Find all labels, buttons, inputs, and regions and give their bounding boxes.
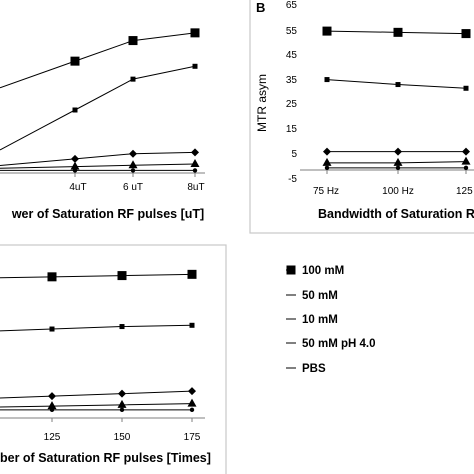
panel-b-y-tick-label: 5 <box>291 149 297 160</box>
panel-c-tick-label: 125 <box>44 432 61 443</box>
panel-a-data-point <box>190 28 200 38</box>
panel-b-y-tick-label: 45 <box>286 50 298 61</box>
panel-c-data-point <box>117 271 127 281</box>
panel-c-x-axis <box>0 417 205 422</box>
legend: 100 mM 50 mM 10 mM 50 mM pH 4.0 PBS <box>286 265 376 375</box>
panel-c-series-line <box>0 390 193 399</box>
panel-c-data-point <box>119 407 125 413</box>
panel-c-x-axis-title: ber of Saturation RF pulses [Times] <box>0 451 211 465</box>
panel-c-data-point <box>47 272 57 282</box>
panel-b-data-point <box>393 27 403 37</box>
panel-b-y-tick-label: 35 <box>286 75 298 86</box>
panel-a-x-axis-title: wer of Saturation RF pulses [uT] <box>11 207 204 221</box>
panel-b-tick-label: 125 H <box>456 186 474 197</box>
panel-a-data-point <box>130 168 136 173</box>
panel-b-tick-label: 75 Hz <box>313 186 339 197</box>
panel-a-data-point <box>72 168 78 173</box>
panel-a-data-point <box>129 149 137 158</box>
panel-a-series-line <box>0 151 196 167</box>
panel-b-y-axis-title: MTR asym <box>255 74 269 132</box>
panel-a-tick-label: 6 uT <box>123 182 143 193</box>
panel-a: 4uT 6 uT 8uT wer of Saturation RF pulses… <box>0 28 205 221</box>
panel-a-data-point <box>190 159 200 167</box>
panel-c-data-point <box>189 322 195 328</box>
panel-b-data-point <box>322 26 332 36</box>
legend-marker-100mM <box>286 265 296 275</box>
panel-c-data-point <box>49 326 55 332</box>
panel-b-plot-area <box>322 26 471 171</box>
panel-a-data-point <box>192 63 198 69</box>
panel-b-data-point <box>395 82 401 88</box>
panel-c-tick-label: 150 <box>114 432 131 443</box>
panel-c-data-point <box>189 407 195 413</box>
panel-c-data-point <box>47 401 57 410</box>
panel-a-plot-area <box>0 28 200 173</box>
panel-a-data-point <box>72 107 78 113</box>
panel-a-data-point <box>71 154 79 163</box>
panel-c-data-point <box>119 324 125 330</box>
panel-c-data-point <box>48 392 56 401</box>
panel-b-data-point <box>323 147 331 156</box>
panel-b-data-point <box>324 165 330 171</box>
panel-b-data-point <box>463 85 469 91</box>
panel-b-data-point <box>395 165 401 171</box>
panel-c-data-point <box>187 269 197 279</box>
legend-marker-symbol <box>286 265 296 275</box>
panel-c-tick-label: 175 <box>184 432 201 443</box>
panel-a-x-axis <box>0 172 205 177</box>
panel-c-data-point <box>117 399 127 408</box>
panel-a-data-point <box>130 76 136 82</box>
panel-c-data-point <box>49 407 55 413</box>
panel-b-data-point <box>394 147 402 156</box>
panel-a-series-line <box>0 163 196 169</box>
panel-b-y-tick-label: 15 <box>286 124 298 135</box>
panel-b-y-tick-label: 25 <box>286 99 298 110</box>
panel-b-data-point <box>322 157 332 166</box>
legend-label-50mM: 50 mM <box>302 290 338 302</box>
panel-b-data-point <box>461 29 471 39</box>
panel-b-data-point <box>393 157 403 166</box>
legend-label-50mM-pH4: 50 mM pH 4.0 <box>302 338 376 350</box>
legend-label-100mM: 100 mM <box>302 265 344 277</box>
panel-b-data-point <box>461 156 471 165</box>
panel-b-tick-label: 100 Hz <box>382 186 414 197</box>
panel-a-series-line <box>0 65 196 151</box>
panel-c-plot-area <box>0 269 197 413</box>
panel-c-series-line <box>0 403 193 408</box>
panel-b-y-tick-label: 55 <box>286 26 298 37</box>
panel-a-tick-label: 4uT <box>69 182 86 193</box>
panel-a-data-point <box>70 56 80 66</box>
panel-c-data-point <box>118 389 126 398</box>
panel-b-x-axis-title: Bandwidth of Saturation R <box>318 207 474 221</box>
panel-a-tick-label: 8uT <box>187 182 204 193</box>
panel-b-y-tick-labels: 65 55 45 35 25 15 5 -5 <box>286 0 298 185</box>
panel-c-frame <box>0 244 227 474</box>
panel-b-data-point <box>462 147 470 156</box>
legend-label-10mM: 10 mM <box>302 314 338 326</box>
panel-b-data-point <box>324 77 330 83</box>
panel-b-data-point <box>463 165 469 171</box>
legend-label-pbs: PBS <box>302 363 326 375</box>
panel-a-data-point <box>191 148 199 157</box>
panel-a-series-line <box>0 32 196 89</box>
panel-b-y-tick-label: -5 <box>288 174 297 185</box>
panel-c: 125 150 175 ber of Saturation RF pulses … <box>0 244 227 474</box>
panel-b-letter: B <box>256 0 265 15</box>
panel-a-data-point <box>128 36 138 46</box>
panel-a-data-point <box>192 168 198 173</box>
panel-b: B MTR asym 65 55 45 35 25 15 5 -5 75 Hz … <box>249 0 474 234</box>
panel-b-x-axis <box>300 169 474 174</box>
panel-c-series-line <box>0 324 193 332</box>
panel-b-y-tick-label: 65 <box>286 0 298 11</box>
panel-a-data-point <box>128 160 138 169</box>
panel-c-data-point <box>188 387 196 396</box>
panel-b-frame <box>249 0 474 234</box>
panel-a-data-point <box>70 161 80 170</box>
panel-c-series-line <box>0 273 193 279</box>
panel-c-data-point <box>187 398 197 407</box>
